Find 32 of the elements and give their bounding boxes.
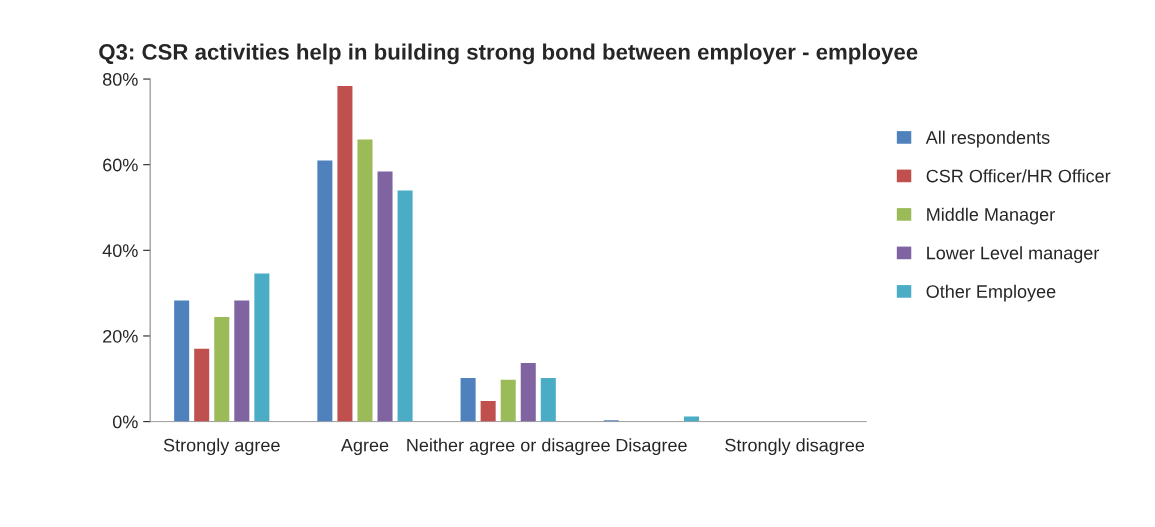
- x-tick-label: Strongly disagree: [725, 438, 865, 456]
- legend-label: All respondents: [925, 130, 1050, 148]
- y-tick-label: 80%: [102, 72, 138, 86]
- chart-title: Q3: CSR activities help in building strong bond between employer - employee: [99, 43, 918, 65]
- bar: [214, 317, 230, 422]
- legend-label: CSR Officer/HR Officer: [926, 169, 1111, 183]
- bar: [397, 190, 413, 422]
- bar: [174, 300, 190, 422]
- bar: [480, 401, 496, 422]
- y-tick-label: 60%: [103, 158, 138, 172]
- bar: [234, 300, 250, 422]
- legend-label: Other Employee: [926, 284, 1056, 302]
- bar: [684, 416, 700, 422]
- x-tick-label: Neither agree or disagree: [407, 438, 610, 456]
- bar: [337, 85, 353, 422]
- bar: [540, 377, 556, 422]
- bar: [357, 139, 373, 422]
- bar: [520, 362, 536, 422]
- bar: [500, 379, 516, 422]
- y-tick-label: 40%: [102, 244, 138, 258]
- bar: [460, 377, 476, 422]
- y-tick-label: 0%: [112, 415, 138, 429]
- bar: [194, 348, 210, 422]
- legend-label: Lower Level manager: [927, 246, 1100, 263]
- x-tick-label: Strongly agree: [163, 438, 280, 456]
- bar: [377, 171, 393, 422]
- bar: [317, 160, 333, 422]
- x-tick-label: Agree: [340, 438, 389, 456]
- x-tick-label: Disagree: [616, 438, 687, 456]
- legend-label: Middle Manager: [927, 207, 1055, 225]
- bar: [254, 273, 270, 422]
- y-tick-label: 20%: [103, 329, 138, 343]
